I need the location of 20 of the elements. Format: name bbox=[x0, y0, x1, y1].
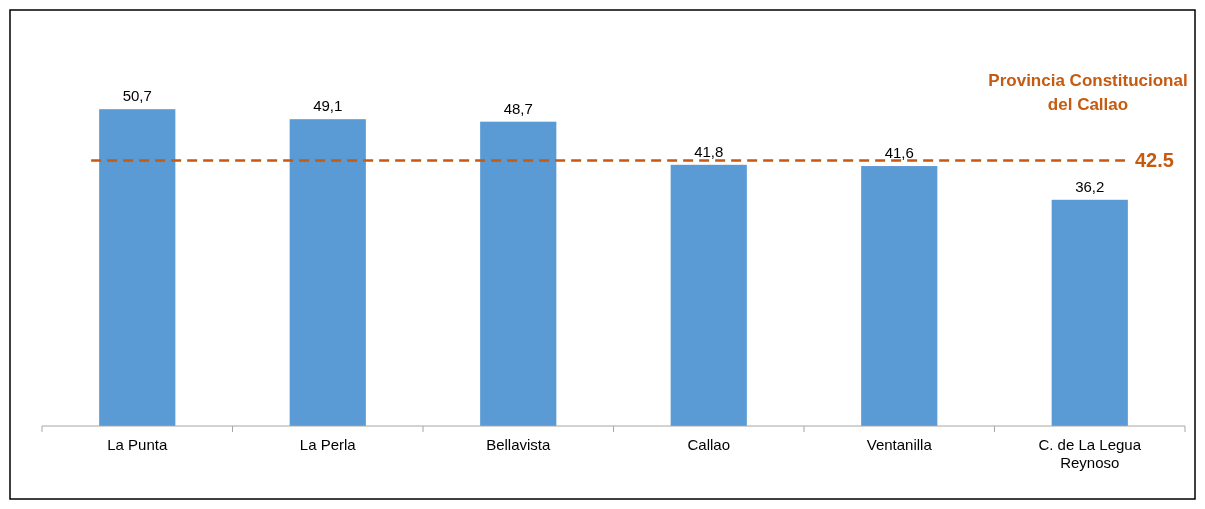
bar bbox=[1051, 199, 1128, 426]
bar bbox=[670, 164, 747, 426]
x-tick-label: Callao bbox=[687, 436, 731, 453]
data-label: 49,1 bbox=[313, 97, 343, 115]
data-label: 36,2 bbox=[1075, 177, 1105, 195]
bar bbox=[99, 109, 176, 426]
bar bbox=[289, 119, 366, 426]
x-tick-label: Bellavista bbox=[486, 436, 551, 453]
ref-line-label: 42.5 bbox=[1135, 149, 1174, 172]
annotation: Provincia Constitucional del Callao bbox=[988, 71, 1188, 114]
x-tick-label: Ventanilla bbox=[866, 436, 933, 453]
x-tick-label: La Perla bbox=[299, 436, 357, 453]
bar bbox=[480, 121, 557, 426]
x-tick-label: La Punta bbox=[107, 436, 168, 453]
data-label: 41,8 bbox=[694, 142, 724, 160]
bar bbox=[861, 166, 938, 426]
data-label: 50,7 bbox=[122, 87, 152, 105]
x-tick-label: C. de La Legua Reynoso bbox=[1038, 436, 1142, 471]
data-label: 48,7 bbox=[503, 99, 533, 117]
data-label: 41,6 bbox=[884, 144, 914, 162]
